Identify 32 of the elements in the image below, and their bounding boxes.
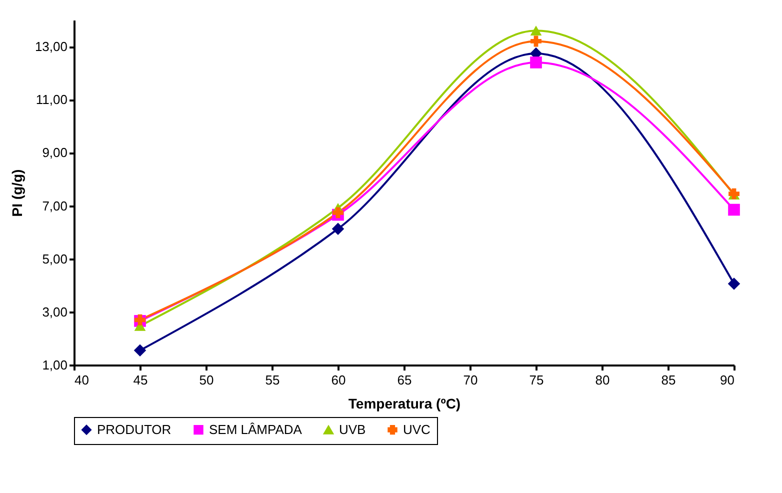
y-tick-label: 9,00 (42, 145, 68, 160)
legend-label: SEM LÂMPADA (209, 422, 302, 437)
x-tick-label: 60 (331, 372, 346, 388)
x-tick-label: 90 (720, 372, 734, 388)
x-axis-title: Temperatura (ºC) (348, 396, 461, 412)
x-tick-label: 65 (397, 372, 412, 388)
y-tick-label: 3,00 (42, 304, 68, 320)
point (530, 36, 542, 47)
point (332, 222, 344, 235)
point (332, 207, 344, 218)
x-tick-label: 70 (463, 372, 478, 388)
point (134, 344, 146, 357)
y-tick-label: 11,00 (36, 92, 68, 108)
y-tick-label: 7,00 (42, 198, 68, 214)
y-tick-label: 1,00 (42, 358, 68, 372)
legend-label: UVB (339, 422, 366, 438)
x-tick-label: 85 (661, 372, 676, 388)
x-tick-label: 75 (529, 372, 544, 388)
x-tick-label: 80 (595, 372, 610, 388)
y-axis-title: PI (g/g) (8, 169, 25, 217)
x-tick-label: 45 (133, 372, 148, 388)
y-tick-label: 13,00 (34, 39, 68, 54)
x-tick-label: 50 (199, 372, 214, 388)
legend-label: UVC (403, 422, 430, 437)
legend-label: PRODUTOR (97, 422, 172, 437)
point (530, 56, 542, 68)
point (728, 204, 740, 216)
point (728, 278, 740, 290)
x-tick-label: 40 (74, 372, 89, 388)
point (530, 26, 542, 36)
x-tick-label: 55 (265, 372, 280, 388)
y-tick-label: 5,00 (42, 251, 68, 266)
